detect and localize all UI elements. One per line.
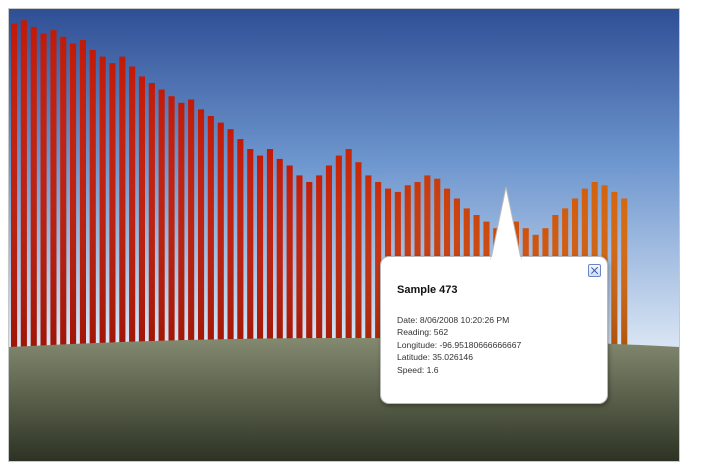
bar-shade xyxy=(158,89,165,347)
map-3d-viewport[interactable]: Sample 473 Date: 8/06/2008 10:20:26 PM R… xyxy=(8,8,680,462)
bar-shade xyxy=(375,182,382,347)
bar-shade xyxy=(129,66,136,347)
bar-shade xyxy=(168,96,175,347)
bar-shade xyxy=(325,165,332,347)
bar-shade xyxy=(40,33,47,347)
bar-shade xyxy=(257,155,264,347)
bar-shade xyxy=(50,30,57,347)
bar-shade xyxy=(188,99,195,347)
field-latitude: Latitude: 35.026146 xyxy=(397,352,473,363)
field-date: Date: 8/06/2008 10:20:26 PM xyxy=(397,315,510,325)
bar-shade xyxy=(296,175,303,347)
bar-shade xyxy=(60,36,67,348)
bar-shade xyxy=(345,149,352,347)
bar-shade xyxy=(335,155,342,347)
bar-shade xyxy=(207,116,214,347)
close-x-icon[interactable] xyxy=(588,264,601,277)
info-balloon: Sample 473 Date: 8/06/2008 10:20:26 PM R… xyxy=(380,186,608,404)
bar-shade xyxy=(227,129,234,347)
bar-shade xyxy=(306,182,313,347)
bar-shade xyxy=(198,109,205,348)
bar-shade xyxy=(70,43,77,348)
bar-shade xyxy=(355,162,362,347)
field-speed: Speed: 1.6 xyxy=(397,364,439,375)
bar-shade xyxy=(611,191,618,347)
bar-shade xyxy=(621,198,628,347)
bar-shade xyxy=(138,76,145,348)
bar-shade xyxy=(79,40,86,347)
bar-shade xyxy=(119,56,126,347)
bar-shade xyxy=(148,83,155,347)
bar-shade xyxy=(109,63,116,347)
bar-shade xyxy=(20,20,27,348)
bar-shade xyxy=(286,165,293,347)
balloon-title: Sample 473 xyxy=(397,284,458,296)
bar-shade xyxy=(217,122,224,347)
bar-shade xyxy=(266,149,273,347)
bar-shade xyxy=(11,23,18,347)
balloon-fields: Date: 8/06/2008 10:20:26 PM Reading: 562… xyxy=(397,314,521,376)
bar-shade xyxy=(89,50,96,347)
bar-shade xyxy=(316,175,323,347)
field-reading: Reading: 562 xyxy=(397,327,449,338)
bar-shade xyxy=(99,56,106,347)
balloon-pointer xyxy=(490,186,522,261)
bar-shade xyxy=(237,139,244,347)
bar-shade xyxy=(247,149,254,347)
field-longitude: Longitude: -96.95180666666667 xyxy=(397,339,522,350)
bar-shade xyxy=(178,102,185,347)
bar-shade xyxy=(276,158,283,347)
bar-shade xyxy=(30,26,37,348)
bar-shade xyxy=(365,175,372,347)
